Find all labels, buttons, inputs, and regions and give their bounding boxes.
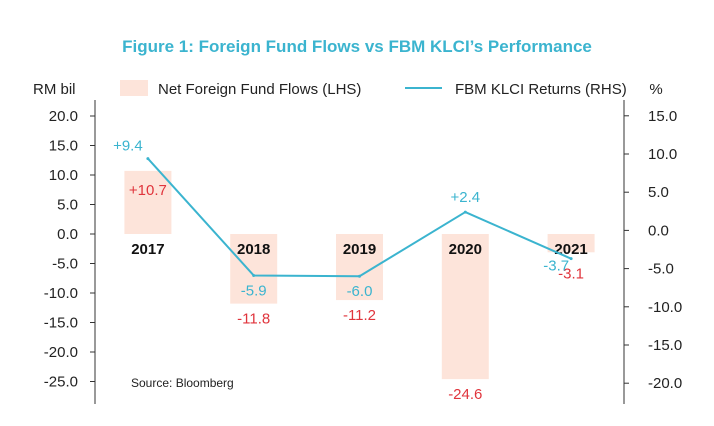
left-tick-label: 20.0 [49, 108, 78, 125]
right-tick-label: 5.0 [648, 184, 669, 201]
category-label: 2020 [449, 241, 482, 258]
line-point [463, 210, 467, 214]
left-tick-label: 15.0 [49, 138, 78, 155]
line-point [252, 273, 256, 277]
category-label: 2018 [237, 241, 270, 258]
left-tick-label: -5.0 [52, 256, 78, 273]
line-data-label: -6.0 [347, 283, 373, 300]
source-note: Source: Bloomberg [131, 376, 234, 390]
line-data-label: +2.4 [450, 189, 480, 206]
left-tick-label: 5.0 [57, 197, 78, 214]
plot-area: 20.0 15.0 10.0 5.0 0.0 -5.0 -10.0 -15.0 -20.0 -25… [44, 100, 682, 404]
line-point [358, 274, 361, 278]
left-tick-label: 10.0 [49, 167, 78, 184]
bar-data-label: -24.6 [448, 386, 482, 403]
left-tick-label: -20.0 [44, 344, 78, 361]
legend-bar-swatch [120, 80, 148, 96]
left-tick-label: -15.0 [44, 315, 78, 332]
right-axis-unit: % [649, 81, 662, 98]
line-data-label: -5.9 [241, 282, 267, 299]
bar-data-label: -11.2 [343, 307, 376, 324]
right-tick-label: -10.0 [648, 299, 682, 316]
bar-2018 [230, 234, 278, 304]
line-point [569, 257, 573, 261]
category-label: 2017 [131, 241, 164, 258]
line-data-label: -3.7 [543, 258, 569, 275]
bar-data-label: -11.8 [237, 311, 270, 328]
left-axis-unit: RM bil [33, 81, 76, 98]
right-tick-label: 10.0 [648, 146, 677, 163]
category-label: 2019 [343, 241, 376, 258]
category-label: 2021 [554, 241, 587, 258]
bar-2020 [441, 234, 489, 380]
right-tick-label: 15.0 [648, 108, 677, 125]
bar-2021 [547, 234, 595, 253]
bar-2017 [124, 170, 172, 234]
bar-data-label: +10.7 [129, 182, 167, 199]
chart-title: Figure 1: Foreign Fund Flows vs FBM KLCI… [122, 37, 592, 56]
right-tick-label: -5.0 [648, 261, 674, 278]
line-data-label: +9.4 [113, 138, 143, 155]
left-tick-label: 0.0 [57, 226, 78, 243]
legend-line-label: FBM KLCI Returns (RHS) [455, 81, 627, 98]
right-tick-label: -20.0 [648, 375, 682, 392]
left-tick-label: -25.0 [44, 374, 78, 391]
right-tick-label: -15.0 [648, 337, 682, 354]
legend-bar-label: Net Foreign Fund Flows (LHS) [158, 81, 361, 98]
bar-data-label: -3.1 [558, 265, 584, 282]
right-tick-label: 0.0 [648, 222, 669, 239]
line-point [146, 157, 150, 161]
left-tick-label: -10.0 [44, 285, 78, 302]
